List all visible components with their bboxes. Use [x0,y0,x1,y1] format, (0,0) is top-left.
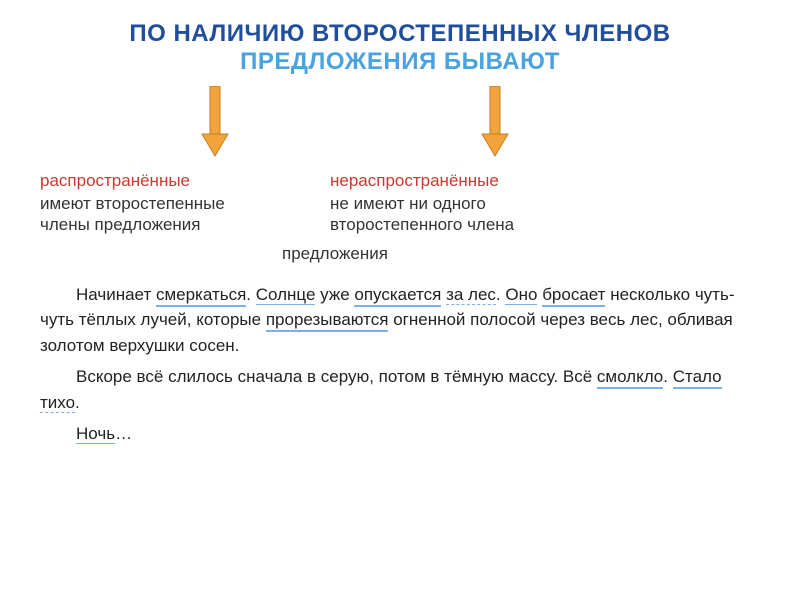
category-right: нераспространённые не имеют ни одного вт… [330,171,630,236]
example-paragraphs: Начинает смеркаться. Солнце уже опускает… [40,282,760,447]
text-run: бросает [542,285,605,306]
text-run: . [75,393,80,412]
title-line-1: ПО НАЛИЧИЮ ВТОРОСТЕПЕННЫХ ЧЛЕНОВ [40,20,760,48]
text-run: Вскоре всё слилось сначала в серую, пото… [76,367,597,386]
arrows-row [40,86,760,166]
category-left-heading: распространённые [40,171,330,191]
text-run: Начинает [76,285,156,304]
category-left: распространённые имеют второстепенные чл… [40,171,330,236]
category-right-sub1: не имеют ни одного [330,193,630,214]
title-line-2: ПРЕДЛОЖЕНИЯ БЫВАЮТ [40,48,760,76]
text-run: … [115,424,132,443]
paragraph: Ночь… [40,421,760,447]
text-run: . [663,367,672,386]
category-shared-tail: предложения [40,244,630,264]
category-left-sub2: члены предложения [40,214,330,235]
paragraph: Начинает смеркаться. Солнце уже опускает… [40,282,760,359]
arrow-left [200,86,230,158]
text-run: Ночь [76,424,115,444]
text-run: прорезываются [266,310,389,331]
text-run: опускается [354,285,441,306]
arrow-right [480,86,510,158]
category-left-sub1: имеют второстепенные [40,193,330,214]
categories-block: распространённые имеют второстепенные чл… [40,171,760,236]
text-run: тихо [40,393,75,413]
text-run: смеркаться [156,285,246,306]
text-run: за лес [446,285,496,305]
text-run: Стало [673,367,722,388]
category-right-heading: нераспространённые [330,171,630,191]
category-right-sub2: второстепенного члена [330,214,630,235]
text-run: Оно [505,285,537,305]
text-run: . [496,285,505,304]
text-run: . [246,285,255,304]
text-run: смолкло [597,367,663,388]
paragraph: Вскоре всё слилось сначала в серую, пото… [40,364,760,415]
text-run: Солнце [256,285,316,305]
slide-title: ПО НАЛИЧИЮ ВТОРОСТЕПЕННЫХ ЧЛЕНОВ ПРЕДЛОЖ… [40,20,760,76]
text-run: уже [315,285,354,304]
